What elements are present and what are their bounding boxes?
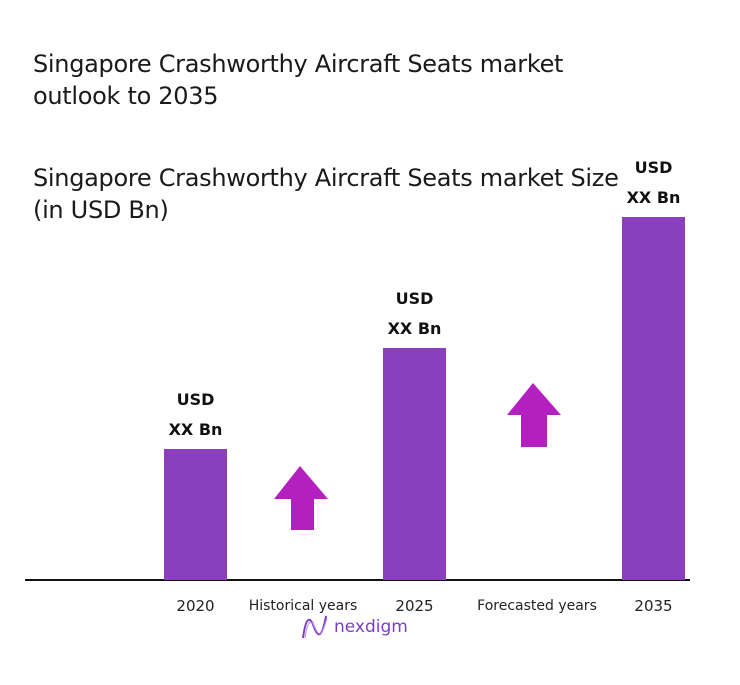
nexdigm-logo: nexdigm xyxy=(300,614,408,640)
logo-text: nexdigm xyxy=(334,617,408,637)
data-label-2035: XX Bn xyxy=(627,188,681,207)
annotation-forecasted-years: Forecasted years xyxy=(477,598,597,614)
nexdigm-wave-logo-icon xyxy=(302,615,328,639)
x-tick-2035: 2035 xyxy=(634,597,672,615)
chart-subtitle: Singapore Crashworthy Aircraft Seats mar… xyxy=(33,164,619,224)
data-label-2035: USD xyxy=(635,158,673,177)
x-tick-2020: 2020 xyxy=(176,597,214,615)
bar-2035 xyxy=(622,217,685,580)
annotation-historical-years: Historical years xyxy=(249,598,358,614)
growth-arrow-forecast-icon xyxy=(507,383,561,447)
growth-arrow-historical-icon xyxy=(274,466,328,530)
data-label-2020: XX Bn xyxy=(169,420,223,439)
data-label-2025: XX Bn xyxy=(388,319,442,338)
data-label-2020: USD xyxy=(177,390,215,409)
bar-2025 xyxy=(383,348,446,580)
bar-2020 xyxy=(164,449,227,580)
data-label-2025: USD xyxy=(396,289,434,308)
x-tick-2025: 2025 xyxy=(395,597,433,615)
chart-title: Singapore Crashworthy Aircraft Seats mar… xyxy=(33,50,564,110)
